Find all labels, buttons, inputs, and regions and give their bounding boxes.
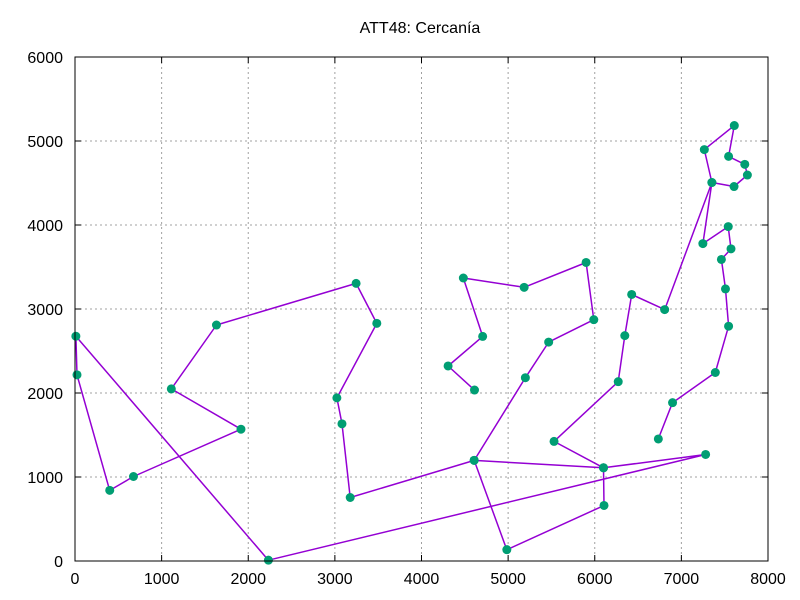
x-tick-label: 2000 — [230, 571, 266, 588]
city-point — [458, 273, 468, 283]
city-point — [701, 449, 711, 459]
x-tick-label: 8000 — [750, 571, 786, 588]
city-point — [332, 393, 342, 403]
x-tick-label: 1000 — [144, 571, 180, 588]
city-point — [470, 385, 480, 395]
x-tick-label: 3000 — [317, 571, 353, 588]
chart-title: ATT48: Cercanía — [360, 20, 481, 37]
city-point — [620, 331, 630, 341]
city-point — [627, 289, 637, 299]
city-point — [653, 434, 663, 444]
city-point — [729, 182, 739, 192]
plot-frame — [74, 56, 769, 562]
city-point — [660, 305, 670, 315]
y-tick-label: 4000 — [27, 218, 63, 235]
city-point — [740, 159, 750, 169]
city-point — [502, 545, 512, 555]
x-tick-label: 7000 — [664, 571, 700, 588]
city-point — [726, 244, 736, 254]
city-point — [166, 384, 176, 394]
city-point — [549, 436, 559, 446]
marker-layer — [71, 121, 752, 565]
city-point — [519, 282, 529, 292]
grid-layer — [75, 57, 768, 561]
city-point — [720, 284, 730, 294]
x-tick-label: 0 — [71, 571, 80, 588]
city-point — [372, 318, 382, 328]
city-point — [128, 471, 138, 481]
x-tick-label: 5000 — [490, 571, 526, 588]
y-tick-label: 3000 — [27, 302, 63, 319]
city-point — [469, 455, 479, 465]
city-point — [72, 370, 82, 380]
city-point — [698, 239, 708, 249]
axis-layer: 0 1000 2000 3000 4000 5000 6000 7000 8000 0 1000 20… — [27, 50, 785, 588]
y-tick-label: 5000 — [27, 134, 63, 151]
y-tick-label: 1000 — [27, 470, 63, 487]
x-tick-label: 4000 — [404, 571, 440, 588]
city-point — [668, 398, 678, 408]
y-tick-label: 0 — [54, 554, 63, 571]
city-point — [598, 463, 608, 473]
y-tick-label: 2000 — [27, 386, 63, 403]
city-point — [613, 377, 623, 387]
city-point — [742, 170, 752, 180]
city-point — [589, 315, 599, 325]
city-point — [478, 331, 488, 341]
city-point — [211, 320, 221, 330]
city-point — [345, 492, 355, 502]
city-point — [337, 419, 347, 429]
city-point — [236, 424, 246, 434]
city-point — [105, 485, 115, 495]
city-point — [599, 500, 609, 510]
city-point — [729, 121, 739, 131]
city-point — [716, 254, 726, 264]
x-tick-label: 6000 — [577, 571, 613, 588]
city-point — [351, 278, 361, 288]
city-point — [263, 555, 273, 565]
city-point — [443, 361, 453, 371]
city-point — [699, 145, 709, 155]
city-point — [544, 337, 554, 347]
city-point — [710, 368, 720, 378]
city-point — [724, 151, 734, 161]
city-point — [724, 321, 734, 331]
series-layer — [75, 124, 749, 561]
city-point — [71, 331, 81, 341]
tour-path-line — [75, 124, 749, 561]
city-point — [520, 373, 530, 383]
city-point — [581, 257, 591, 267]
city-point — [707, 177, 717, 187]
city-point — [723, 222, 733, 232]
y-tick-label: 6000 — [27, 50, 63, 67]
